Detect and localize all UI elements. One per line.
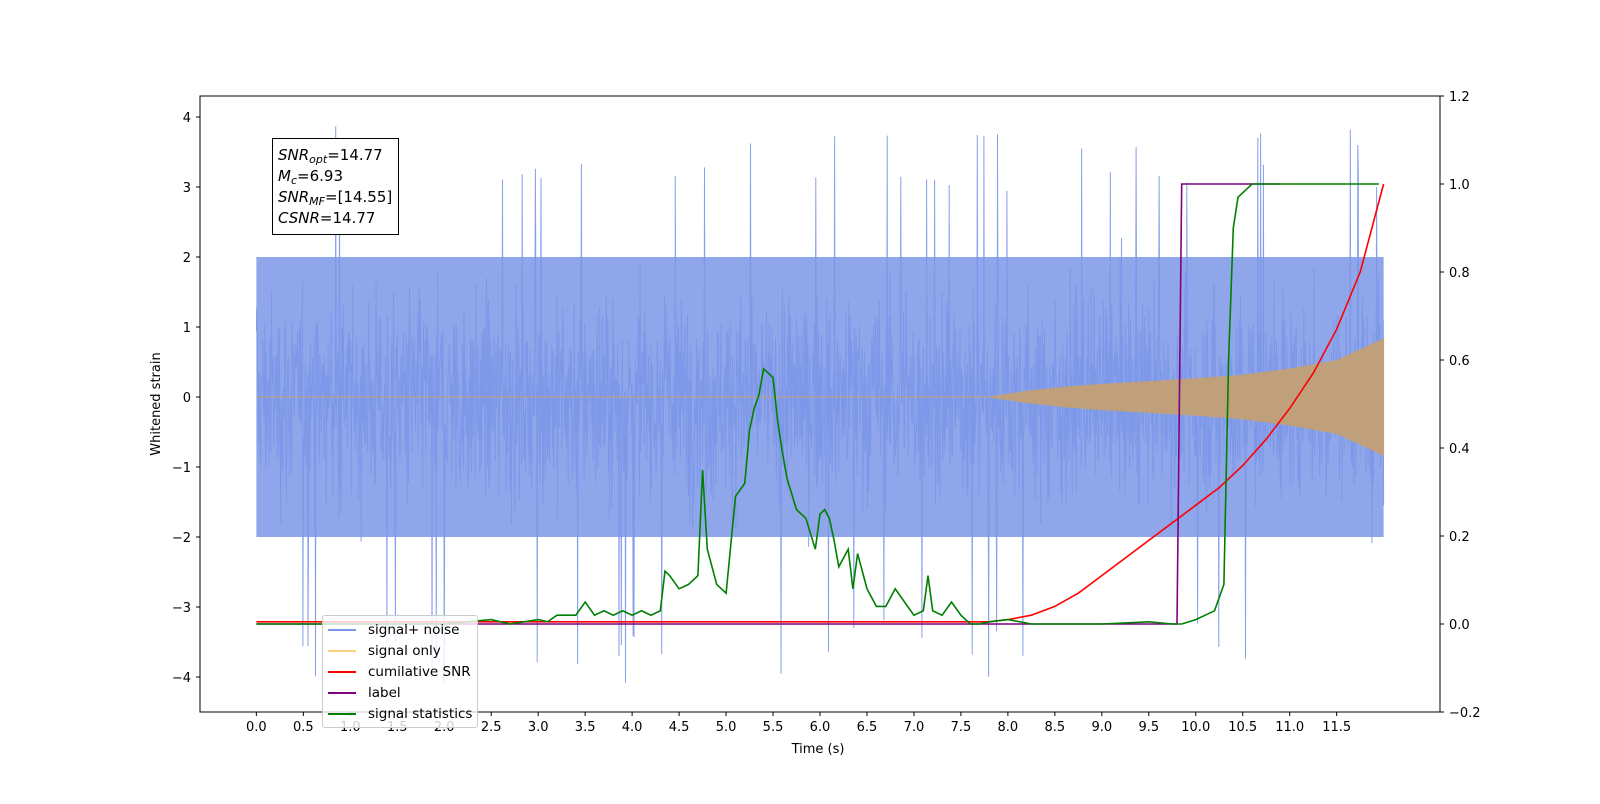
legend-entry-label: label [328, 682, 472, 703]
x-tick-label: 0.0 [246, 720, 267, 735]
series-line-2 [256, 183, 1385, 623]
x-tick-label: 5.0 [716, 720, 737, 735]
chirp-mass-annotation: Mc=6.93 [278, 167, 343, 187]
x-tick-label: 6.5 [857, 720, 878, 735]
legend-entry-signal-noise: signal+ noise [328, 619, 472, 640]
stats-annotation-box: SNRopt=14.77 Mc=6.93 SNRMF=[14.55] CSNR=… [272, 138, 400, 235]
x-tick-label: 8.0 [998, 720, 1019, 735]
y-axis-left: 4 3 2 1 0 −1 −2 −3 −4 [172, 111, 200, 686]
y-tick-label: 0 [183, 391, 191, 406]
y-tick-label: −2 [172, 531, 191, 546]
legend: signal+ noise signal only cumilative SNR… [322, 615, 479, 728]
x-tick-label: 9.0 [1091, 720, 1112, 735]
y2-tick-label: 1.2 [1449, 90, 1470, 105]
y-tick-label: −4 [172, 671, 191, 686]
legend-entry-cumulative-snr: cumilative SNR [328, 661, 472, 682]
y-tick-label: −1 [172, 461, 191, 476]
y2-tick-label: 0.2 [1449, 530, 1470, 545]
x-tick-label: 9.5 [1138, 720, 1159, 735]
series-line-4 [256, 183, 1379, 625]
x-axis: 0.00.51.01.52.02.53.03.54.04.55.05.56.06… [246, 712, 1351, 735]
right-axis-series [256, 183, 1385, 625]
signal-only-band [256, 338, 1385, 456]
snr-opt-annotation: SNRopt=14.77 [278, 146, 383, 166]
csnr-annotation: CSNR=14.77 [278, 209, 376, 227]
series-line-3 [256, 183, 1281, 625]
y2-tick-label: 1.0 [1449, 178, 1470, 193]
signal-only-series [256, 338, 1385, 456]
y2-tick-label: 0.0 [1449, 618, 1470, 633]
y-tick-label: 1 [183, 321, 191, 336]
legend-swatch [328, 712, 356, 715]
x-tick-label: 0.5 [293, 720, 314, 735]
y-axis-label: Whitened strain [149, 352, 164, 455]
x-tick-label: 4.0 [622, 720, 643, 735]
y-tick-label: 4 [183, 111, 191, 126]
x-tick-label: 7.0 [904, 720, 925, 735]
snr-mf-annotation: SNRMF=[14.55] [278, 188, 393, 208]
legend-swatch [328, 670, 356, 673]
x-axis-label: Time (s) [791, 742, 845, 757]
y2-tick-label: 0.4 [1449, 442, 1470, 457]
legend-entry-signal-statistics: signal statistics [328, 703, 472, 724]
x-tick-label: 10.5 [1228, 720, 1257, 735]
legend-entry-signal-only: signal only [328, 640, 472, 661]
y-tick-label: −3 [172, 601, 191, 616]
x-tick-label: 5.5 [763, 720, 784, 735]
x-tick-label: 8.5 [1045, 720, 1066, 735]
x-tick-label: 3.0 [528, 720, 549, 735]
legend-swatch [328, 628, 356, 631]
x-tick-label: 3.5 [575, 720, 596, 735]
y2-tick-label: −0.2 [1449, 706, 1481, 721]
y-tick-label: 2 [183, 251, 191, 266]
x-tick-label: 4.5 [669, 720, 690, 735]
x-tick-label: 10.0 [1181, 720, 1210, 735]
y-tick-label: 3 [183, 181, 191, 196]
x-tick-label: 11.5 [1322, 720, 1351, 735]
y-axis-right: 1.2 1.0 0.8 0.6 0.4 0.2 0.0 −0.2 [1440, 90, 1481, 721]
legend-swatch [328, 691, 356, 694]
y2-tick-label: 0.6 [1449, 354, 1470, 369]
legend-swatch [328, 649, 356, 652]
y2-tick-label: 0.8 [1449, 266, 1470, 281]
x-tick-label: 2.5 [481, 720, 502, 735]
x-tick-label: 6.0 [810, 720, 831, 735]
x-tick-label: 7.5 [951, 720, 972, 735]
x-tick-label: 11.0 [1275, 720, 1304, 735]
